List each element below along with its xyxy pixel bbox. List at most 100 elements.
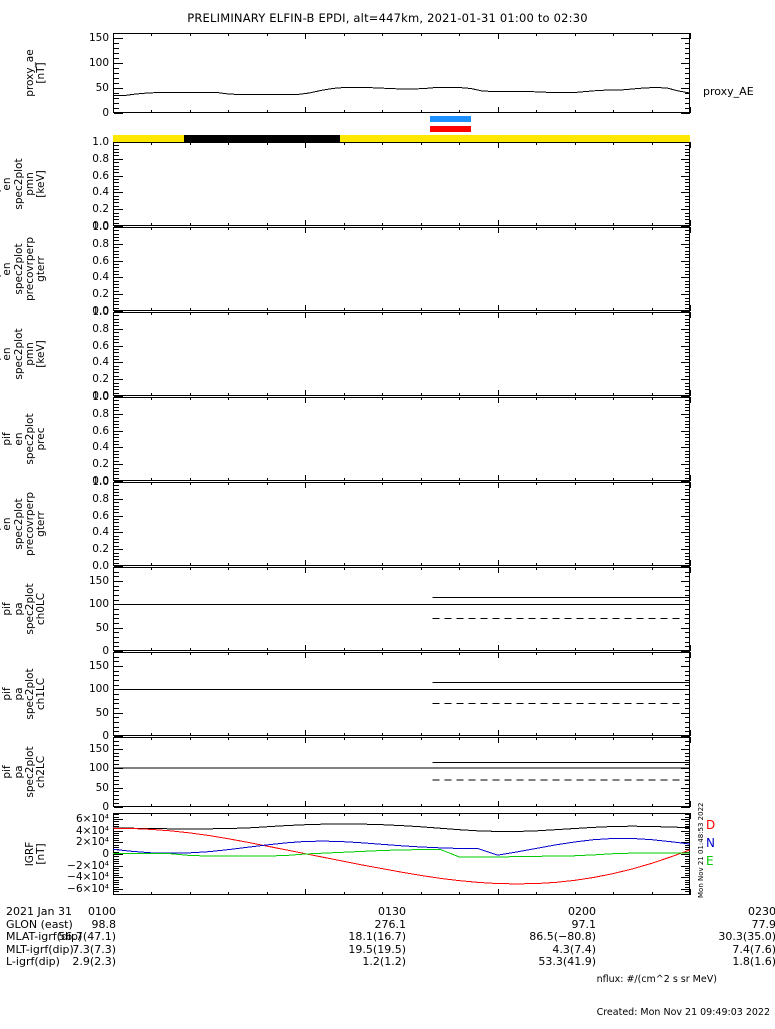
x-major-tick (690, 801, 691, 807)
y-major-tick (114, 192, 123, 194)
xaxis-cell: 2.9(2.3) (72, 955, 116, 969)
y-minor-tick (685, 882, 690, 884)
y-minor-tick (114, 467, 119, 469)
y-tick-label: 6×10⁴ (75, 812, 109, 825)
panel-axis-title-word: gterr (35, 511, 47, 537)
xaxis-cell: 1.2(1.2) (362, 955, 406, 969)
y-minor-tick (685, 270, 690, 272)
y-minor-tick (114, 694, 119, 695)
y-minor-tick (685, 799, 690, 801)
x-minor-tick (382, 312, 384, 315)
status-bar-red (430, 126, 471, 132)
x-minor-tick (228, 892, 230, 895)
x-minor-tick (651, 33, 653, 36)
x-major-tick (113, 801, 114, 807)
x-major-tick (497, 560, 499, 566)
y-minor-tick (114, 542, 119, 544)
y-minor-tick (114, 297, 119, 299)
y-major-tick (681, 464, 690, 466)
x-major-tick (497, 142, 499, 148)
y-minor-tick (685, 172, 690, 174)
y-minor-tick (685, 199, 690, 201)
x-minor-tick (420, 142, 422, 145)
x-minor-tick (536, 892, 538, 895)
y-tick-label: 0.4 (92, 271, 109, 284)
x-minor-tick (574, 652, 576, 655)
y-minor-tick (685, 284, 690, 286)
y-minor-tick (685, 389, 690, 391)
y-minor-tick (114, 875, 119, 877)
xaxis-cell: 77.9 (751, 917, 775, 931)
y-minor-tick (685, 98, 690, 99)
y-major-tick (681, 807, 690, 808)
x-major-tick (690, 227, 691, 233)
x-minor-tick (151, 227, 153, 230)
x-major-tick (690, 33, 691, 39)
x-major-tick (305, 107, 307, 113)
x-minor-tick (574, 567, 576, 570)
panel-axis-title-word: pif (1, 602, 14, 616)
y-major-tick (681, 345, 690, 347)
y-minor-tick (114, 488, 119, 490)
x-major-tick (113, 397, 114, 403)
y-minor-tick (685, 613, 690, 615)
y-minor-tick (685, 535, 690, 537)
y-minor-tick (114, 53, 119, 54)
y-minor-tick (685, 495, 690, 497)
y-major-tick (681, 413, 690, 415)
y-minor-tick (685, 722, 690, 723)
y-major-tick (681, 651, 690, 652)
y-minor-tick (685, 740, 690, 742)
x-minor-tick (613, 142, 615, 145)
xaxis-cell: 0130 (378, 905, 406, 918)
y-major-tick (114, 430, 123, 432)
x-major-tick (113, 33, 114, 39)
y-minor-tick (685, 155, 690, 157)
y-major-tick (114, 748, 123, 750)
x-minor-tick (574, 312, 576, 315)
y-minor-tick (685, 420, 690, 422)
y-minor-tick (685, 694, 690, 695)
xaxis-cell: 98.8 (91, 917, 117, 931)
y-minor-tick (685, 338, 690, 340)
x-minor-tick (228, 142, 230, 145)
y-major-tick (681, 277, 690, 279)
x-major-tick (497, 737, 499, 743)
y-tick-label: 0.6 (92, 424, 109, 437)
y-tick-label: 0.4 (92, 441, 109, 454)
y-minor-tick (114, 342, 119, 344)
x-minor-tick (574, 308, 576, 311)
y-major-tick (114, 712, 123, 714)
x-major-tick (497, 33, 499, 39)
y-minor-tick (685, 837, 690, 839)
y-minor-tick (114, 851, 119, 853)
y-minor-tick (685, 744, 690, 746)
y-tick-label: 1.0 (92, 391, 109, 403)
x-minor-tick (189, 33, 191, 36)
x-minor-tick (613, 312, 615, 315)
y-minor-tick (114, 637, 119, 638)
y-minor-tick (685, 382, 690, 384)
y-minor-tick (114, 152, 119, 154)
y-minor-tick (114, 93, 119, 94)
y-major-tick (681, 243, 690, 245)
x-major-tick (305, 567, 307, 573)
xaxis-cell: 30.3(35.0) (718, 930, 775, 944)
x-minor-tick (574, 393, 576, 396)
y-minor-tick (685, 555, 690, 557)
x-major-tick (113, 475, 114, 481)
y-major-tick (114, 379, 123, 381)
y-minor-tick (685, 552, 690, 554)
y-minor-tick (685, 178, 690, 180)
y-major-tick (681, 430, 690, 432)
y-major-tick (114, 312, 123, 313)
y-minor-tick (685, 595, 690, 596)
x-major-tick (690, 567, 691, 573)
x-minor-tick (459, 110, 461, 113)
x-minor-tick (189, 308, 191, 311)
y-minor-tick (114, 423, 119, 425)
y-major-tick (681, 113, 690, 114)
y-minor-tick (685, 508, 690, 510)
x-minor-tick (651, 648, 653, 651)
x-minor-tick (536, 308, 538, 311)
